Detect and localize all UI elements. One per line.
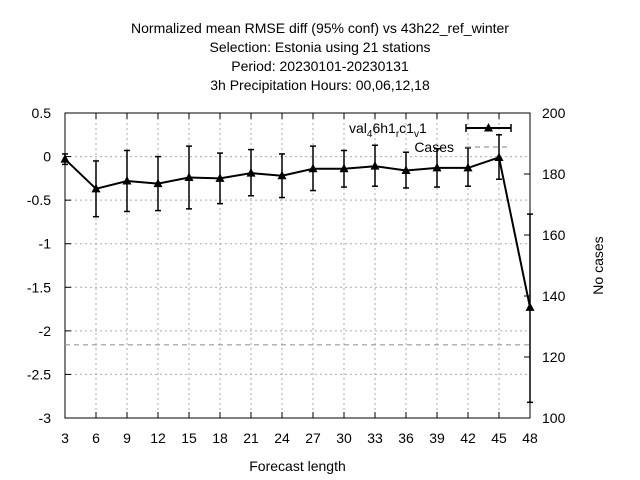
data-point (153, 178, 163, 188)
x-axis: 3 6 9 12 15 18 21 24 27 30 33 36 39 42 45 48 (61, 113, 538, 446)
x-tick-label: 24 (274, 430, 290, 446)
data-point (60, 154, 70, 163)
y2-axis-label: No cases (590, 236, 606, 294)
legend-label-part: 4 (367, 129, 373, 140)
x-tick-label: 42 (460, 430, 476, 446)
y2-tick-label: 100 (542, 410, 566, 426)
data-point (215, 173, 225, 182)
title-line: 3h Precipitation Hours: 00,06,12,18 (210, 77, 430, 93)
chart-title: Normalized mean RMSE diff (95% conf) vs … (131, 20, 509, 93)
data-point (308, 163, 318, 173)
title-line: Selection: Estonia using 21 stations (209, 39, 430, 55)
y-tick-label: -1 (39, 236, 52, 252)
y2-axis: 200 180 160 140 120 100 (524, 105, 566, 426)
series-line (64, 156, 531, 308)
legend-label-part: c1 (399, 120, 414, 136)
x-tick-label: 36 (398, 430, 414, 446)
y-tick-label: -2 (39, 323, 52, 339)
data-point (525, 302, 535, 311)
data-point (91, 183, 101, 193)
data-point (184, 172, 194, 181)
y-tick-label: -0.5 (27, 192, 51, 208)
x-axis-label: Forecast length (249, 458, 346, 474)
title-line: Normalized mean RMSE diff (95% conf) vs … (131, 20, 509, 36)
y2-tick-label: 200 (542, 105, 566, 121)
legend-cases-label: Cases (414, 139, 454, 155)
x-tick-label: 21 (243, 430, 259, 446)
legend-marker (484, 123, 493, 132)
x-tick-label: 27 (305, 430, 321, 446)
x-tick-label: 33 (367, 430, 383, 446)
legend-label-part: 1 (419, 120, 427, 136)
x-tick-label: 9 (123, 430, 131, 446)
legend-label-part: val (349, 120, 367, 136)
y2-tick-label: 160 (542, 227, 566, 243)
x-tick-label: 3 (61, 430, 69, 446)
x-tick-label: 6 (92, 430, 100, 446)
data-point (246, 168, 256, 177)
data-point (370, 161, 380, 170)
data-point (277, 170, 287, 180)
y2-tick-label: 120 (542, 349, 566, 365)
grid (65, 113, 530, 418)
x-tick-label: 18 (212, 430, 228, 446)
data-point (494, 152, 504, 161)
data-point (463, 162, 473, 172)
x-tick-label: 39 (429, 430, 445, 446)
x-tick-label: 45 (491, 430, 507, 446)
x-tick-label: 12 (150, 430, 166, 446)
title-line: Period: 20230101-20230131 (231, 58, 409, 74)
y-tick-label: -3 (39, 410, 52, 426)
data-point (401, 165, 411, 175)
legend-label: val46h1rc1v1 (349, 120, 427, 140)
data-point (339, 163, 349, 173)
data-point (122, 175, 132, 185)
y2-tick-label: 180 (542, 166, 566, 182)
x-tick-label: 30 (336, 430, 352, 446)
y2-tick-label: 140 (542, 288, 566, 304)
plot-frame (64, 112, 531, 419)
y-axis: 0.5 0 -0.5 -1 -1.5 -2 -2.5 -3 (27, 105, 71, 426)
legend-label-part: v (414, 129, 419, 140)
legend-label-part: 6h1 (372, 120, 396, 136)
y-tick-label: 0.5 (32, 105, 52, 121)
x-tick-label: 48 (522, 430, 538, 446)
data-point (432, 162, 442, 172)
y-tick-label: -1.5 (27, 279, 51, 295)
x-tick-label: 15 (181, 430, 197, 446)
series (60, 134, 535, 404)
legend-label-part: r (396, 129, 400, 140)
y-tick-label: 0 (43, 149, 51, 165)
y-tick-label: -2.5 (27, 366, 51, 382)
